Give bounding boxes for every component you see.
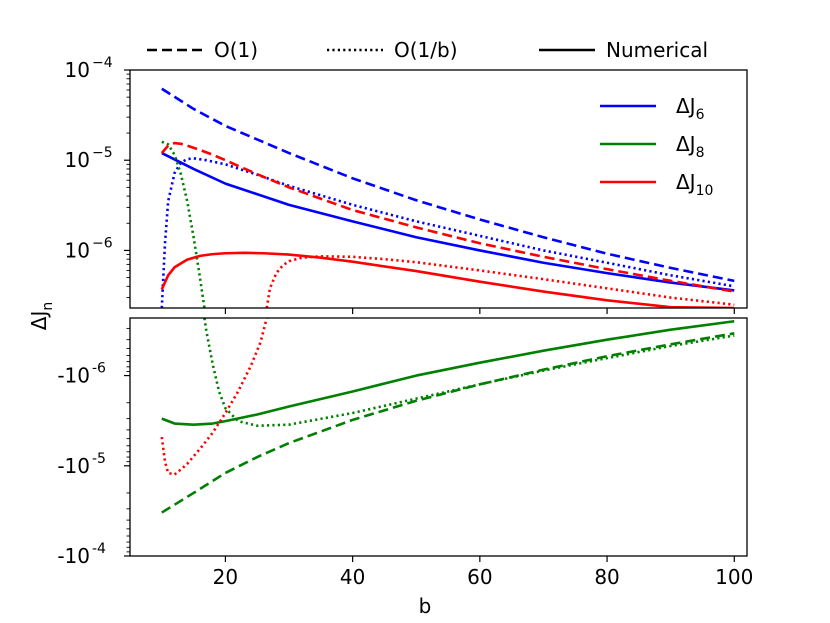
top-y-tick-label: 10 <box>65 148 90 172</box>
series-legend-label: ΔJ10 <box>676 170 713 199</box>
series-legend-label-sub: 10 <box>696 183 714 199</box>
bottom-y-tick-exponent: -5 <box>92 451 106 467</box>
series-legend-label-base: ΔJ <box>676 132 696 156</box>
bottom-y-tick-exponent: -4 <box>92 541 106 557</box>
bottom-panel-series <box>160 318 735 514</box>
x-tick-label: 100 <box>715 565 753 589</box>
bottom-panel-frame <box>129 317 748 557</box>
series-line-delta-j8-o-1-b <box>203 318 735 428</box>
series-legend-label: ΔJ8 <box>676 132 705 161</box>
series-line-delta-j8-o-1-b <box>161 140 206 308</box>
bottom-y-tick-label: -10 <box>57 364 90 388</box>
series-line-delta-j8-o-1 <box>161 332 735 514</box>
series-line-delta-j6-numerical <box>161 151 735 292</box>
style-legend-label: Numerical <box>606 38 708 62</box>
series-line-delta-j8-numerical <box>161 319 735 426</box>
series-legend-label: ΔJ6 <box>676 94 705 123</box>
top-y-tick-exponent: −6 <box>92 235 113 251</box>
top-panel-series <box>160 87 735 308</box>
y-axis-label-sub: n <box>40 302 56 311</box>
style-legend-label: O(1/b) <box>394 38 458 62</box>
x-tick-label: 40 <box>340 565 365 589</box>
x-tick-label: 20 <box>213 565 238 589</box>
bottom-y-tick-label: -10 <box>57 544 90 568</box>
style-legend-label: O(1) <box>214 38 258 62</box>
bottom-y-tick-label: -10 <box>57 454 90 478</box>
series-legend-label-sub: 6 <box>696 107 705 123</box>
series-line-delta-j10-o-1-b-negative-branch <box>160 318 269 476</box>
y-axis-label-base: ΔJ <box>27 311 51 331</box>
x-tick-label: 80 <box>594 565 619 589</box>
series-legend-label-base: ΔJ <box>676 94 696 118</box>
series-line-delta-j10-numerical <box>160 251 735 308</box>
axes-layer <box>129 69 748 557</box>
top-y-tick-label: 10 <box>65 58 90 82</box>
series-legend-label-sub: 8 <box>696 145 705 161</box>
x-axis-label: b <box>419 594 432 618</box>
series-line-delta-j10-o-1 <box>160 141 735 293</box>
top-y-tick-label: 10 <box>65 238 90 262</box>
y-axis-label: ΔJn <box>27 302 56 330</box>
series-line-delta-j6-o-1 <box>161 87 735 283</box>
series-line-delta-j10-o-1-b <box>265 255 735 308</box>
x-tick-label: 60 <box>467 565 492 589</box>
series-layer <box>160 87 735 514</box>
series-line-delta-j6-o-1-b <box>160 157 735 308</box>
series-legend-label-base: ΔJ <box>676 170 696 194</box>
top-y-tick-exponent: −4 <box>92 55 113 71</box>
top-panel-frame <box>129 69 748 309</box>
bottom-y-tick-exponent: -6 <box>92 361 106 377</box>
top-y-tick-exponent: −5 <box>92 145 113 161</box>
